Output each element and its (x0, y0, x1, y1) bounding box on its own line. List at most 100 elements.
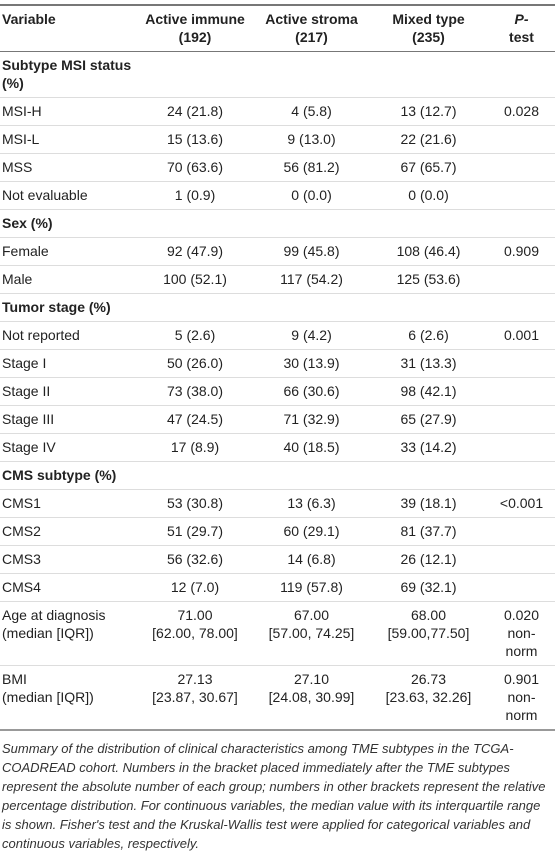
cell: 0 (0.0) (254, 182, 369, 210)
cell: 33 (14.2) (369, 434, 488, 462)
cell-text: 26 (12.1) (400, 551, 457, 567)
cell-text: 40 (18.5) (283, 439, 340, 455)
data-row: CMS2 51 (29.7) 60 (29.1) 81 (37.7) (0, 518, 555, 546)
cell-text: 9 (4.2) (291, 327, 332, 343)
cell: 119 (57.8) (254, 574, 369, 602)
cell-text: 92 (47.9) (166, 243, 224, 259)
cell-line: 26.73 (410, 671, 447, 687)
cell-text: 0.028 (503, 103, 540, 119)
cell-line: [57.00, 74.25] (268, 625, 355, 641)
cell (488, 546, 555, 574)
cell-text: 56 (81.2) (283, 159, 340, 175)
cell-line: [23.63, 32.26] (385, 689, 472, 705)
cell-text: Stage III (2, 411, 55, 427)
cell: 65 (27.9) (369, 406, 488, 434)
cell-line: 27.10 (293, 671, 330, 687)
data-row: Stage III 47 (24.5) 71 (32.9) 65 (27.9) (0, 406, 555, 434)
cell: 71.00 [62.00, 78.00] (136, 602, 254, 666)
data-row: Age at diagnosis (median [IQR]) 71.00 [62.0… (0, 602, 555, 666)
cell-text: CMS4 (2, 579, 41, 595)
cell-text: Not reported (2, 327, 80, 343)
cell: Age at diagnosis (median [IQR]) (0, 602, 136, 666)
cell-text: 0 (0.0) (408, 187, 449, 203)
cell-text: 31 (13.3) (400, 355, 457, 371)
cell-text: 53 (30.8) (166, 495, 224, 511)
header-cell: Variable (0, 5, 136, 52)
cell: Stage I (0, 350, 136, 378)
cell-line: [59.00,77.50] (387, 625, 470, 641)
cell-line: non-norm (505, 689, 538, 723)
cell: 47 (24.5) (136, 406, 254, 434)
cell: CMS2 (0, 518, 136, 546)
cell-text: 1 (0.9) (174, 187, 216, 203)
cell: 69 (32.1) (369, 574, 488, 602)
cell-line: (median [IQR]) (2, 689, 94, 705)
cell (488, 266, 555, 294)
cell-text: MSS (2, 159, 33, 175)
data-row: Female 92 (47.9) 99 (45.8) 108 (46.4) 0.909 (0, 238, 555, 266)
cell-text: 65 (27.9) (400, 411, 457, 427)
cell-text: 108 (46.4) (396, 243, 461, 259)
cell: 56 (32.6) (136, 546, 254, 574)
cell: Stage III (0, 406, 136, 434)
cell: Male (0, 266, 136, 294)
cell: 12 (7.0) (136, 574, 254, 602)
cell-line: (192) (178, 29, 212, 45)
data-row: CMS1 53 (30.8) 13 (6.3) 39 (18.1) <0.001 (0, 490, 555, 518)
cell: Not reported (0, 322, 136, 350)
empty-cell (254, 210, 369, 238)
data-row: Not reported 5 (2.6) 9 (4.2) 6 (2.6) 0.001 (0, 322, 555, 350)
cell-line: [62.00, 78.00] (152, 625, 238, 641)
cell: 24 (21.8) (136, 98, 254, 126)
section-row: Tumor stage (%) (0, 294, 555, 322)
section-heading: Sex (%) (0, 210, 136, 238)
cell-text: 60 (29.1) (283, 523, 340, 539)
cell: 71 (32.9) (254, 406, 369, 434)
cell: 0.001 (488, 322, 555, 350)
cell: 51 (29.7) (136, 518, 254, 546)
empty-cell (488, 462, 555, 490)
cell-text: 50 (26.0) (166, 355, 224, 371)
cell (488, 378, 555, 406)
data-row: CMS3 56 (32.6) 14 (6.8) 26 (12.1) (0, 546, 555, 574)
heading-text: CMS subtype (%) (2, 467, 117, 483)
heading-text: Sex (%) (2, 215, 53, 231)
cell: 22 (21.6) (369, 126, 488, 154)
cell-text: Stage IV (2, 439, 56, 455)
empty-cell (136, 210, 254, 238)
cell-text: CMS1 (2, 495, 41, 511)
cell (488, 434, 555, 462)
cell-line: (median [IQR]) (2, 625, 94, 641)
empty-cell (254, 52, 369, 98)
cell-line: test (509, 29, 534, 45)
cell-text: 69 (32.1) (400, 579, 457, 595)
cell (488, 350, 555, 378)
cell: MSI-H (0, 98, 136, 126)
cell: 0.909 (488, 238, 555, 266)
data-row: MSI-H 24 (21.8) 4 (5.8) 13 (12.7) 0.028 (0, 98, 555, 126)
cell: MSS (0, 154, 136, 182)
cell: MSI-L (0, 126, 136, 154)
cell-text: 17 (8.9) (170, 439, 220, 455)
cell: 31 (13.3) (369, 350, 488, 378)
cell: CMS1 (0, 490, 136, 518)
cell: 81 (37.7) (369, 518, 488, 546)
cell-text: 22 (21.6) (400, 131, 457, 147)
cell: 0.020 non-norm (488, 602, 555, 666)
empty-cell (488, 210, 555, 238)
cell: 27.10 [24.08, 30.99] (254, 666, 369, 731)
empty-cell (488, 294, 555, 322)
cell: 15 (13.6) (136, 126, 254, 154)
section-heading: Tumor stage (%) (0, 294, 136, 322)
cell: 0.901 non-norm (488, 666, 555, 731)
cell-text: 81 (37.7) (400, 523, 457, 539)
cell-text: 4 (5.8) (291, 103, 332, 119)
cell: 40 (18.5) (254, 434, 369, 462)
cell-text: 51 (29.7) (166, 523, 224, 539)
cell-text: 70 (63.6) (166, 159, 224, 175)
cell-text: Not evaluable (2, 187, 88, 203)
cell: 108 (46.4) (369, 238, 488, 266)
data-row: MSI-L 15 (13.6) 9 (13.0) 22 (21.6) (0, 126, 555, 154)
cell: 100 (52.1) (136, 266, 254, 294)
